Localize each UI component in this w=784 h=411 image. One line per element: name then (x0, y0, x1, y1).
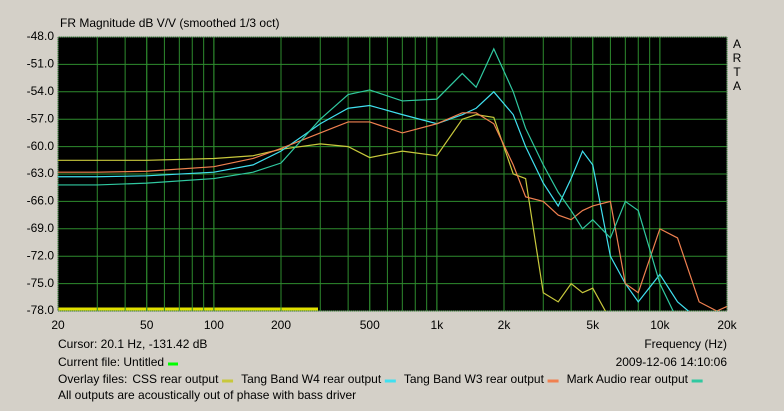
note: All outputs are acoustically out of phas… (58, 388, 356, 402)
y-tick-label: -75.0 (27, 276, 55, 290)
cursor-readout: Cursor: 20.1 Hz, -131.42 dB (58, 337, 207, 351)
x-tick-label: 2k (498, 318, 512, 332)
x-tick-label: 10k (650, 318, 670, 332)
fr-curve (58, 112, 727, 311)
y-tick-label: -66.0 (27, 194, 55, 208)
x-tick-label: 20k (717, 318, 737, 332)
overlay-label: Overlay files: (58, 372, 127, 386)
y-tick-label: -57.0 (27, 111, 55, 125)
timestamp: 2009-12-06 14:10:06 (616, 355, 728, 369)
x-tick-label: 200 (271, 318, 291, 332)
legend-entry: Tang Band W4 rear output (241, 372, 382, 386)
plot-border (57, 36, 728, 312)
y-tick-label: -60.0 (27, 139, 55, 153)
y-tick-label: -51.0 (27, 57, 55, 71)
fr-curve (58, 90, 690, 311)
x-tick-label: 5k (586, 318, 600, 332)
x-tick-label: 100 (204, 318, 224, 332)
y-tick-label: -54.0 (27, 84, 55, 98)
y-tick-label: -63.0 (27, 166, 55, 180)
x-tick-label: 20 (51, 318, 65, 332)
legend-entry: Mark Audio rear output (567, 372, 689, 386)
x-axis-label: Frequency (Hz) (644, 337, 727, 351)
x-tick-label: 500 (360, 318, 380, 332)
legend-entry: Tang Band W3 rear output (404, 372, 545, 386)
current-file: Current file: Untitled (58, 355, 164, 369)
y-tick-label: -48.0 (27, 29, 55, 43)
x-tick-label: 1k (431, 318, 445, 332)
fr-curve (58, 47, 718, 311)
y-tick-label: -78.0 (27, 303, 55, 317)
curves (58, 47, 727, 311)
y-tick-label: -69.0 (27, 221, 55, 235)
legend-entry: CSS rear output (132, 372, 219, 386)
y-tick-label: -72.0 (27, 248, 55, 262)
chart-title: FR Magnitude dB V/V (smoothed 1/3 oct) (60, 16, 279, 30)
x-tick-label: 50 (140, 318, 154, 332)
